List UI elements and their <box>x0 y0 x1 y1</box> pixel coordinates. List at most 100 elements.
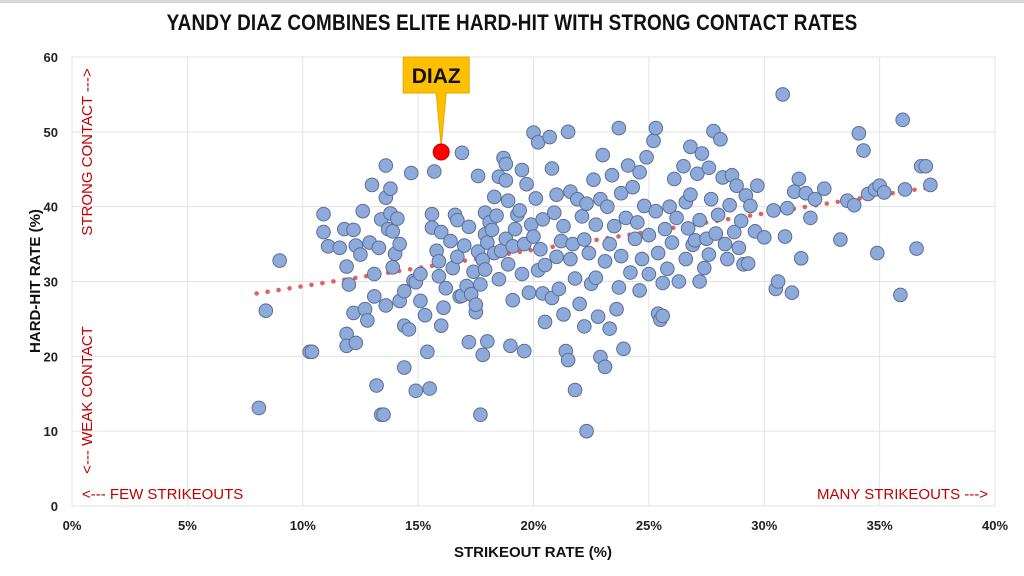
data-point[interactable] <box>833 232 848 247</box>
data-point[interactable] <box>385 224 401 239</box>
data-point[interactable] <box>535 212 551 227</box>
data-point[interactable] <box>595 147 611 163</box>
diaz-point[interactable] <box>432 143 450 161</box>
data-point[interactable] <box>613 185 629 201</box>
data-point[interactable] <box>346 222 361 238</box>
data-point[interactable] <box>431 268 447 284</box>
data-point[interactable] <box>597 359 613 375</box>
data-point[interactable] <box>396 283 412 299</box>
data-point[interactable] <box>433 318 449 333</box>
data-point[interactable] <box>500 256 516 272</box>
data-point[interactable] <box>576 232 592 247</box>
data-point[interactable] <box>251 400 267 416</box>
data-point[interactable] <box>556 218 571 234</box>
data-point[interactable] <box>422 381 437 396</box>
data-point[interactable] <box>650 245 666 261</box>
data-point[interactable] <box>669 210 684 226</box>
data-point[interactable] <box>456 238 472 253</box>
data-point[interactable] <box>775 87 791 102</box>
data-point[interactable] <box>616 341 631 357</box>
data-point[interactable] <box>369 378 384 393</box>
data-point[interactable] <box>694 146 710 161</box>
data-point[interactable] <box>604 167 620 183</box>
data-point[interactable] <box>623 265 638 280</box>
data-point[interactable] <box>648 120 664 136</box>
data-point[interactable] <box>803 210 818 226</box>
data-point[interactable] <box>780 200 795 216</box>
data-point[interactable] <box>620 158 636 173</box>
data-point[interactable] <box>807 191 823 207</box>
data-point[interactable] <box>316 206 331 222</box>
data-point[interactable] <box>733 213 749 229</box>
data-point[interactable] <box>726 224 742 240</box>
data-point[interactable] <box>438 280 454 296</box>
data-point[interactable] <box>516 343 532 359</box>
data-point[interactable] <box>364 177 380 193</box>
data-point[interactable] <box>526 229 541 244</box>
data-point[interactable] <box>750 178 765 194</box>
data-point[interactable] <box>500 193 516 208</box>
data-point[interactable] <box>602 236 617 252</box>
data-point[interactable] <box>316 224 331 240</box>
data-point[interactable] <box>692 212 707 228</box>
data-point[interactable] <box>390 211 405 226</box>
data-point[interactable] <box>505 292 521 308</box>
data-point[interactable] <box>551 281 567 297</box>
data-point[interactable] <box>680 221 696 236</box>
data-point[interactable] <box>272 253 287 268</box>
data-point[interactable] <box>486 189 502 205</box>
data-point[interactable] <box>646 133 661 149</box>
data-point[interactable] <box>784 285 800 301</box>
data-point[interactable] <box>376 407 391 423</box>
data-point[interactable] <box>533 242 548 257</box>
data-point[interactable] <box>611 280 627 295</box>
data-point[interactable] <box>923 177 938 193</box>
data-point[interactable] <box>392 236 407 252</box>
data-point[interactable] <box>443 233 458 249</box>
data-point[interactable] <box>431 253 447 269</box>
data-point[interactable] <box>408 383 424 399</box>
data-point[interactable] <box>722 197 737 213</box>
data-point[interactable] <box>740 256 756 271</box>
data-point[interactable] <box>436 300 451 315</box>
data-point[interactable] <box>413 293 428 309</box>
data-point[interactable] <box>454 145 470 161</box>
data-point[interactable] <box>683 187 698 202</box>
data-point[interactable] <box>870 245 885 261</box>
data-point[interactable] <box>662 199 677 214</box>
data-point[interactable] <box>468 297 484 312</box>
data-point[interactable] <box>731 240 747 256</box>
data-point[interactable] <box>590 309 606 324</box>
data-point[interactable] <box>720 251 735 267</box>
data-point[interactable] <box>793 251 809 266</box>
data-point[interactable] <box>519 176 534 192</box>
data-point[interactable] <box>671 274 687 289</box>
data-point[interactable] <box>639 149 654 165</box>
data-point[interactable] <box>893 287 908 303</box>
data-point[interactable] <box>729 178 744 194</box>
data-point[interactable] <box>743 198 758 214</box>
data-point[interactable] <box>756 230 772 245</box>
data-point[interactable] <box>770 274 786 289</box>
data-point[interactable] <box>378 158 394 173</box>
data-point[interactable] <box>897 182 913 197</box>
data-point[interactable] <box>579 196 594 211</box>
data-point[interactable] <box>766 203 781 218</box>
data-point[interactable] <box>791 171 807 187</box>
data-point[interactable] <box>353 247 368 262</box>
data-point[interactable] <box>360 313 375 328</box>
data-point[interactable] <box>660 261 675 277</box>
data-point[interactable] <box>606 218 622 234</box>
data-point[interactable] <box>909 241 924 256</box>
data-point[interactable] <box>713 132 728 147</box>
data-point[interactable] <box>348 335 364 351</box>
data-point[interactable] <box>683 139 698 155</box>
data-point[interactable] <box>588 217 604 232</box>
data-point[interactable] <box>579 423 594 439</box>
data-point[interactable] <box>690 166 705 182</box>
data-point[interactable] <box>433 224 449 240</box>
data-point[interactable] <box>560 124 576 140</box>
data-point[interactable] <box>655 275 671 291</box>
data-point[interactable] <box>514 162 530 178</box>
data-point[interactable] <box>366 266 382 282</box>
